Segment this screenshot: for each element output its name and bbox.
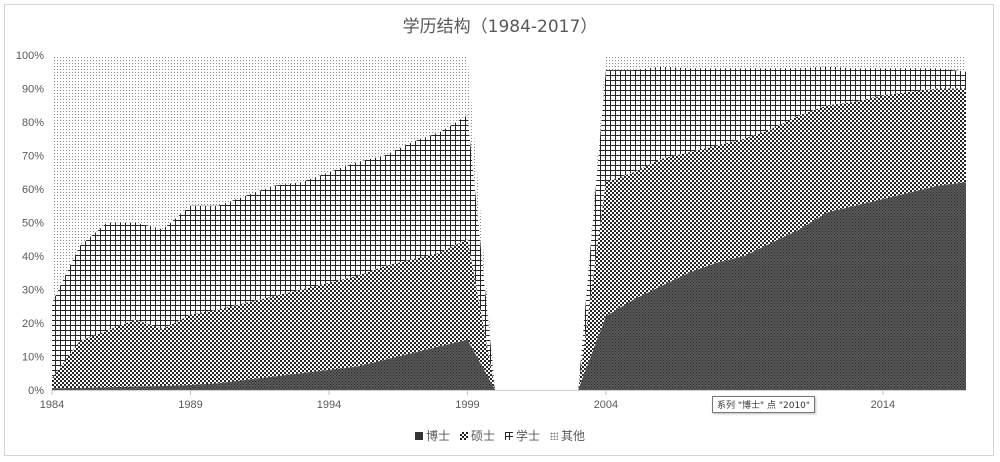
y-tick-label: 0% xyxy=(28,385,44,397)
y-tick-label: 80% xyxy=(22,117,44,129)
legend-item-其他[interactable]: 其他 xyxy=(550,427,585,444)
chart-title: 学历结构（1984-2017） xyxy=(402,17,598,37)
legend-swatch xyxy=(459,431,468,440)
area-硕士[interactable] xyxy=(578,88,966,391)
data-point-tooltip: 系列 "博士" 点 "2010" xyxy=(712,396,816,413)
legend-swatch xyxy=(505,431,513,440)
legend-label: 其他 xyxy=(561,429,586,443)
area-其他[interactable] xyxy=(52,55,496,390)
legend-item-学士[interactable]: 学士 xyxy=(505,427,540,444)
x-tick-label: 1984 xyxy=(40,399,64,411)
legend-label: 学士 xyxy=(516,429,541,443)
area-博士[interactable] xyxy=(52,339,496,390)
chart-legend: 博士 硕士 学士 其他 xyxy=(0,427,1000,444)
area-学士[interactable] xyxy=(52,115,496,391)
legend-label: 博士 xyxy=(425,429,450,443)
y-tick-label: 100% xyxy=(16,50,44,62)
legend-item-硕士[interactable]: 硕士 xyxy=(459,427,495,444)
x-tick-label: 2014 xyxy=(871,399,895,411)
legend-swatch xyxy=(414,431,423,440)
y-tick-label: 20% xyxy=(22,318,44,330)
x-tick-label: 2004 xyxy=(594,399,618,411)
x-tick-label: 1989 xyxy=(178,399,202,411)
areas-layer xyxy=(52,55,966,391)
y-tick-label: 40% xyxy=(22,251,44,263)
y-tick-label: 70% xyxy=(22,151,44,163)
legend-item-博士[interactable]: 博士 xyxy=(414,427,450,444)
y-tick-label: 50% xyxy=(22,218,44,230)
y-tick-label: 60% xyxy=(22,184,44,196)
legend-swatch xyxy=(550,431,559,440)
y-tick-label: 10% xyxy=(22,352,44,364)
legend-label: 硕士 xyxy=(470,429,495,443)
x-tick-label: 1999 xyxy=(455,399,479,411)
area-硕士[interactable] xyxy=(52,239,496,390)
axes-layer: 0% 10% 20% 30% 40% 50% 60% 70% 80% 90% 100% 1984 198… xyxy=(16,50,966,411)
y-tick-label: 90% xyxy=(22,84,44,96)
y-tick-label: 30% xyxy=(22,285,44,297)
x-tick-label: 1994 xyxy=(317,399,341,411)
area-学士[interactable] xyxy=(578,66,966,390)
area-博士[interactable] xyxy=(578,182,966,390)
